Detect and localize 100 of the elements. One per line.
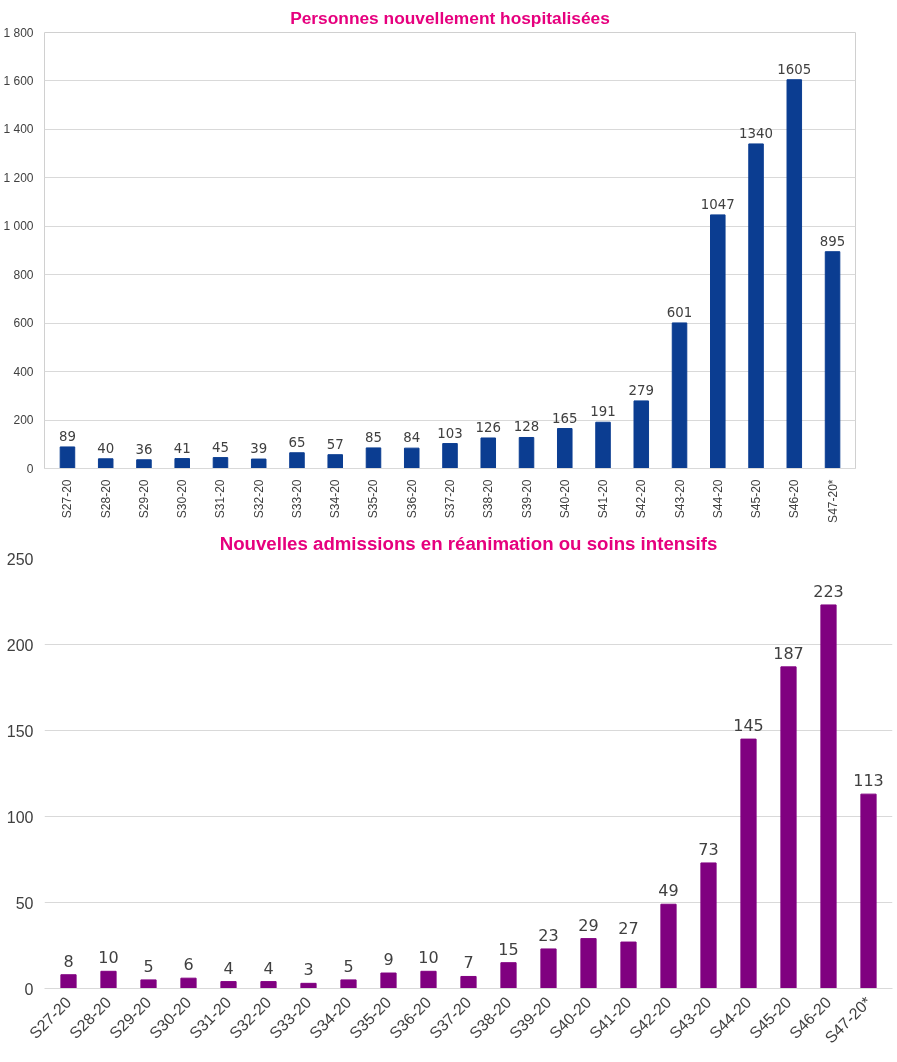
bar [97,458,114,469]
data-label: 29 [578,915,599,935]
bar [136,459,152,469]
x-tick-label: S38-20 [481,479,496,519]
x-tick-label: S44-20 [710,479,725,519]
x-tick-label: S43-20 [672,479,687,519]
data-label: 895 [819,233,846,249]
y-tick-label: 200 [13,413,34,428]
bar [540,948,557,989]
bar [460,975,477,989]
x-tick-label: S32-20 [251,479,266,519]
bar [403,447,420,469]
data-label: 113 [853,771,884,791]
y-tick-label: 0 [26,461,34,476]
x-tick-label: S29-20 [136,479,151,519]
bar [340,979,357,989]
bar [289,452,305,469]
data-label: 103 [437,425,463,441]
y-tick-label: 150 [6,722,34,740]
data-label: 5 [143,956,154,976]
bar [740,738,757,989]
data-label: 9 [383,950,394,970]
bar [220,981,237,989]
x-tick-label: S30-20 [175,479,190,519]
bar [620,941,637,989]
bar [595,421,611,469]
data-label: 39 [250,441,268,457]
y-tick-label: 800 [13,267,34,282]
bar [420,970,437,989]
bar [824,251,841,469]
y-tick-label: 100 [6,808,34,826]
y-tick-label: 200 [6,636,34,654]
x-tick-label: S35-20 [366,479,381,519]
bar [660,903,677,989]
data-label: 165 [552,410,578,426]
bar [860,793,877,989]
data-label: 73 [698,839,719,859]
x-tick-label: S34-20 [328,479,343,519]
data-label: 40 [97,440,115,456]
bar [140,979,157,989]
data-label: 84 [403,430,421,446]
data-label: 10 [98,948,119,968]
data-label: 1047 [700,196,735,212]
bar [633,400,650,469]
y-tick-label: 1 400 [3,122,34,137]
bar [260,981,277,989]
x-tick-label: S33-20 [289,479,304,519]
data-label: 187 [773,643,804,663]
data-label: 3 [303,960,314,980]
bar [518,437,535,469]
y-tick-label: 1 200 [3,170,34,185]
data-label: 23 [538,925,559,945]
bar [580,938,597,989]
data-label: 49 [658,881,679,901]
bar [786,79,803,469]
bar [748,143,764,469]
bar [250,458,267,469]
bar [365,447,382,469]
data-label: 5 [343,956,354,976]
data-label: 279 [628,382,655,398]
data-label: 223 [813,581,844,601]
bar [671,322,688,469]
chart-title: Nouvelles admissions en réanimation ou soins intensifs [219,532,718,554]
x-tick-label: S36-20 [404,479,419,519]
data-label: 4 [223,958,234,978]
data-label: 65 [288,434,306,450]
bar [380,972,397,989]
data-label: 4 [263,958,274,978]
x-tick-label: S37-20 [443,479,457,519]
bar [212,457,229,469]
bar [174,458,190,469]
x-tick-label: S27-20 [60,479,75,519]
data-label: 57 [326,436,344,452]
data-label: 191 [590,404,616,420]
bar [327,454,343,469]
data-label: 15 [498,939,519,959]
bar [60,974,77,989]
data-label: 89 [58,428,76,444]
x-tick-label: S45-20 [749,479,764,519]
y-tick-label: 50 [15,894,34,912]
data-label: 6 [183,955,194,975]
y-tick-label: 400 [13,364,34,379]
data-label: 7 [463,953,474,973]
bar [710,214,726,469]
bar [59,446,76,469]
y-tick-label: 0 [24,980,34,998]
x-tick-label: S28-20 [98,479,113,519]
data-label: 41 [173,440,191,456]
data-label: 8 [63,951,74,971]
y-tick-label: 1 000 [3,219,34,234]
x-tick-label: S39-20 [519,479,534,519]
x-tick-label: S41-20 [596,479,611,519]
bar [300,982,317,989]
data-label: 126 [475,419,501,435]
bar [180,977,197,989]
data-label: 45 [211,439,229,455]
data-label: 85 [365,429,382,445]
x-tick-label: S47-20* [825,479,840,523]
data-label: 36 [135,441,153,457]
bar [100,970,117,989]
